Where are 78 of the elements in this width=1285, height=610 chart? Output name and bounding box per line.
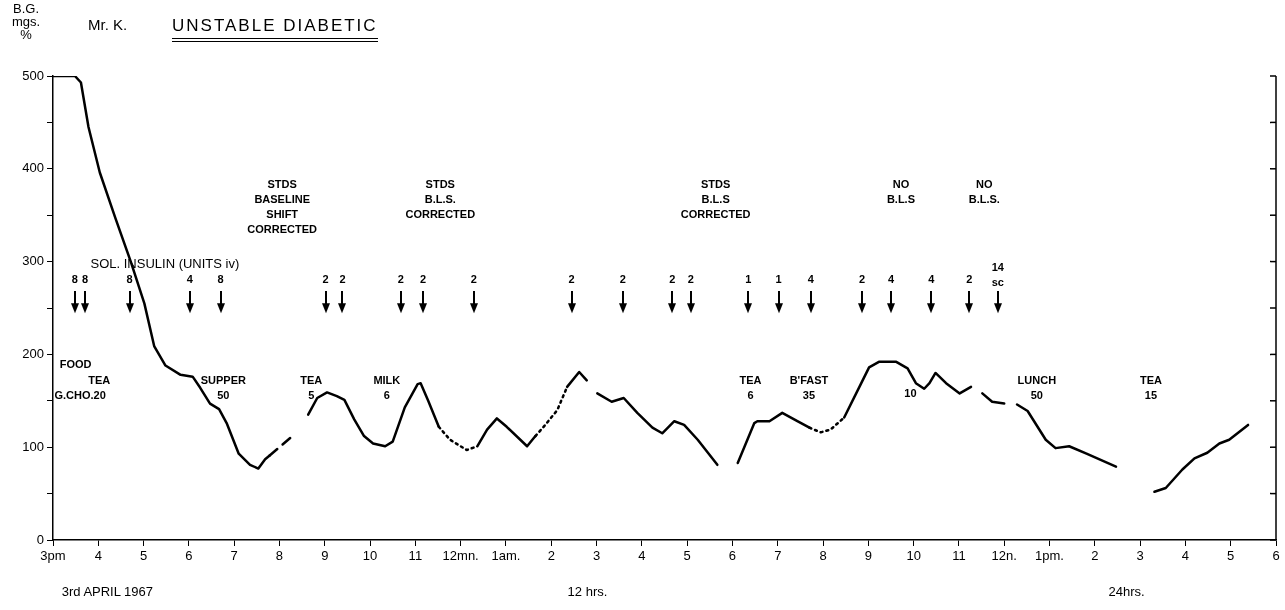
annotation: FOOD <box>59 357 92 370</box>
x-tick-label: 11 <box>408 548 423 564</box>
annotation: 2 <box>669 273 676 286</box>
annotation: LUNCH 50 <box>1017 374 1057 402</box>
x-tick-label: 2 <box>1091 548 1099 564</box>
annotation: 8 <box>126 273 133 286</box>
annotation: 2 <box>568 273 575 286</box>
annotation: 1 <box>775 273 782 286</box>
y-tick-label: 500 <box>22 67 44 83</box>
annotation: STDS B.L.S. CORRECTED <box>405 177 476 220</box>
x-tick-label: 11 <box>952 548 966 564</box>
x-tick-label: 3 <box>592 548 601 564</box>
annotation: 8 <box>82 273 89 286</box>
annotation: 8 <box>71 273 78 286</box>
x-tick-label: 9 <box>864 548 872 564</box>
annotation: 2 <box>470 273 477 286</box>
y-tick-label: 400 <box>22 160 44 176</box>
x-tick-label: 6 <box>728 548 737 564</box>
annotation: TEA 15 <box>1139 374 1163 402</box>
annotation: 2 <box>619 273 626 286</box>
y-tick-label: 300 <box>22 253 44 269</box>
x-tick-label: 4 <box>1181 548 1190 564</box>
annotation: 2 <box>339 273 346 286</box>
x-tick-label: 6 <box>185 548 193 564</box>
annotation: 1 <box>745 273 752 286</box>
annotation: SUPPER 50 <box>200 374 246 402</box>
annotation: 14 sc <box>991 261 1005 289</box>
annotation: STDS B.L.S CORRECTED <box>680 177 751 220</box>
text: 12 hrs. <box>567 583 608 599</box>
annotation: 2 <box>420 273 427 286</box>
x-tick-label: 7 <box>230 548 238 564</box>
x-tick-label: 8 <box>819 548 827 564</box>
x-tick-label: 6 <box>1272 548 1280 564</box>
x-tick-label: 3pm <box>40 548 66 564</box>
annotation: 4 <box>807 273 815 286</box>
annotation: 4 <box>928 273 936 286</box>
annotation: G.CHO.20 <box>54 389 106 402</box>
annotation: TEA 5 <box>300 374 323 402</box>
x-tick-label: 4 <box>638 548 646 564</box>
x-tick-label: 12mn. <box>442 548 479 564</box>
x-tick-label: 1pm. <box>1035 548 1064 564</box>
x-tick-label: 5 <box>1227 548 1235 564</box>
x-tick-label: 9 <box>321 548 329 564</box>
annotation: 8 <box>217 273 224 286</box>
annotation: NO B.L.S <box>886 177 916 205</box>
annotation: TEA <box>88 374 111 387</box>
annotation: STDS BASELINE SHIFT CORRECTED <box>247 177 318 235</box>
y-tick-label: 200 <box>22 345 44 361</box>
annotation: 2 <box>397 273 404 286</box>
x-tick-label: 3 <box>1136 548 1144 564</box>
text: 24hrs. <box>1108 583 1145 599</box>
text: 3rd APRIL 1967 <box>61 583 154 599</box>
annotation: TEA 6 <box>739 374 762 402</box>
x-tick-label: 1am. <box>491 548 521 564</box>
x-tick-label: 4 <box>94 548 102 564</box>
x-tick-label: 10 <box>906 548 921 564</box>
x-tick-label: 5 <box>139 548 148 564</box>
x-tick-label: 7 <box>774 548 782 564</box>
annotation: 2 <box>966 273 973 286</box>
annotation: 2 <box>858 273 866 286</box>
annotation: MILK 6 <box>373 374 401 402</box>
annotation: 4 <box>887 273 895 286</box>
annotation: 2 <box>687 273 694 286</box>
chart-title: UNSTABLE DIABETIC <box>172 16 378 42</box>
chart-subtitle: Mr. K. <box>88 16 128 33</box>
annotation: NO B.L.S. <box>968 177 1000 205</box>
x-tick-label: 10 <box>362 548 378 564</box>
x-tick-label: 8 <box>275 548 284 564</box>
x-tick-label: 5 <box>683 548 691 564</box>
annotation: 2 <box>322 273 329 286</box>
x-tick-label: 2 <box>547 548 555 564</box>
annotation: B'FAST 35 <box>789 374 829 402</box>
y-axis-title: B.G. mgs. % <box>10 1 42 42</box>
x-tick-label: 12n. <box>991 548 1017 564</box>
annotation: 10 <box>904 387 917 400</box>
y-tick-label: 0 <box>36 531 44 547</box>
y-tick-label: 100 <box>22 438 44 454</box>
annotation: 4 <box>186 273 194 286</box>
